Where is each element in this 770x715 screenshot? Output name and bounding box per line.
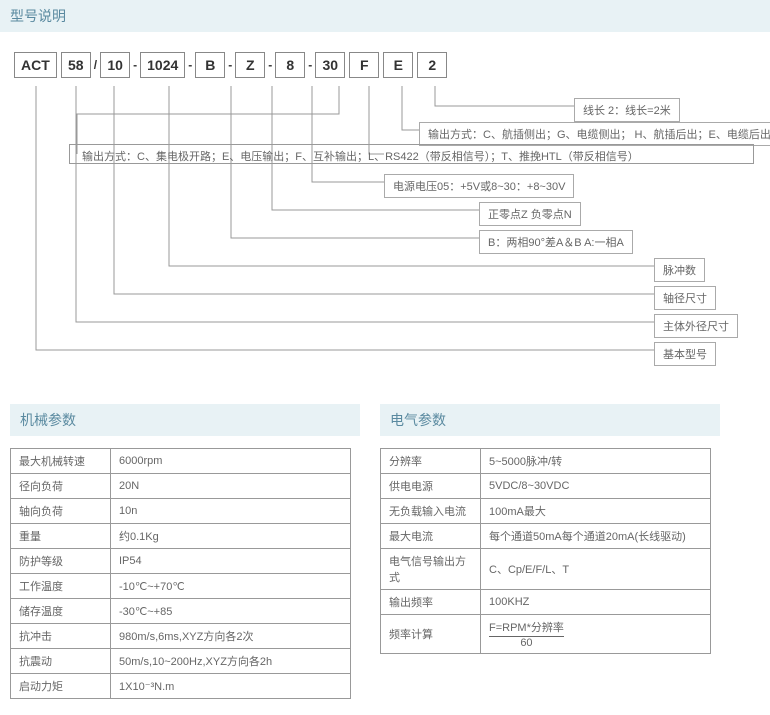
cell-k: 输出频率	[381, 590, 481, 615]
cell-k: 重量	[11, 524, 111, 549]
table-row: 抗震动50m/s,10~200Hz,XYZ方向各2h	[11, 649, 351, 674]
table-row: 轴向负荷10n	[11, 499, 351, 524]
table-row: 输出频率100KHZ	[381, 590, 711, 615]
mech-table: 最大机械转速6000rpm径向负荷20N轴向负荷10n重量约0.1Kg防护等级I…	[10, 448, 351, 699]
mech-group: 机械参数 最大机械转速6000rpm径向负荷20N轴向负荷10n重量约0.1Kg…	[10, 404, 360, 699]
cell-k: 频率计算	[381, 615, 481, 654]
table-row: 工作温度-10℃~+70℃	[11, 574, 351, 599]
cell-v: C、Cp/E/F/L、T	[481, 549, 711, 590]
table-row: 分辨率5~5000脉冲/转	[381, 449, 711, 474]
cell-v: -30℃~+85	[111, 599, 351, 624]
cell-v: 约0.1Kg	[111, 524, 351, 549]
cell-k: 无负载输入电流	[381, 499, 481, 524]
code-f: F	[349, 52, 379, 78]
sep: -	[130, 58, 140, 72]
code-30: 30	[315, 52, 345, 78]
code-2: 2	[417, 52, 447, 78]
model-code-row: ACT 58 / 10 - 1024 - B - Z - 8 - 30 F E …	[14, 52, 760, 78]
table-row: 频率计算F=RPM*分辨率60	[381, 615, 711, 654]
table-row: 抗冲击980m/s,6ms,XYZ方向各2次	[11, 624, 351, 649]
cell-v: 5~5000脉冲/转	[481, 449, 711, 474]
cell-v: 5VDC/8~30VDC	[481, 474, 711, 499]
label-body-dia: 主体外径尺寸	[654, 314, 738, 338]
cell-v: 1X10⁻³N.m	[111, 674, 351, 699]
label-line-len: 线长 2：线长=2米	[574, 98, 680, 122]
sep: -	[225, 58, 235, 72]
cell-k: 电气信号输出方式	[381, 549, 481, 590]
label-shaft: 轴径尺寸	[654, 286, 716, 310]
cell-v: 每个通道50mA每个通道20mA(长线驱动)	[481, 524, 711, 549]
sep: -	[305, 58, 315, 72]
label-base-model: 基本型号	[654, 342, 716, 366]
cell-v: 50m/s,10~200Hz,XYZ方向各2h	[111, 649, 351, 674]
code-b: B	[195, 52, 225, 78]
cell-k: 抗冲击	[11, 624, 111, 649]
cell-v: F=RPM*分辨率60	[481, 615, 711, 654]
label-pulse: 脉冲数	[654, 258, 705, 282]
cell-v: IP54	[111, 549, 351, 574]
table-row: 径向负荷20N	[11, 474, 351, 499]
elec-table: 分辨率5~5000脉冲/转供电电源5VDC/8~30VDC无负载输入电流100m…	[380, 448, 711, 654]
table-row: 无负载输入电流100mA最大	[381, 499, 711, 524]
cell-k: 轴向负荷	[11, 499, 111, 524]
code-act: ACT	[14, 52, 57, 78]
label-voltage: 电源电压05：+5V或8~30：+8~30V	[384, 174, 574, 198]
callout-diagram: 线长 2：线长=2米 输出方式：C、航插侧出；G、电缆侧出； H、航插后出；E、…	[14, 86, 760, 396]
table-row: 重量约0.1Kg	[11, 524, 351, 549]
cell-k: 抗震动	[11, 649, 111, 674]
cell-k: 供电电源	[381, 474, 481, 499]
cell-v: 10n	[111, 499, 351, 524]
code-1024: 1024	[140, 52, 185, 78]
cell-v: 100mA最大	[481, 499, 711, 524]
elec-title: 电气参数	[380, 404, 720, 436]
label-phase: B：两相90°差A＆B A:一相A	[479, 230, 633, 254]
cell-k: 最大电流	[381, 524, 481, 549]
model-title: 型号说明	[0, 0, 770, 32]
cell-v: 20N	[111, 474, 351, 499]
table-row: 防护等级IP54	[11, 549, 351, 574]
sep: /	[91, 58, 100, 72]
mech-title: 机械参数	[10, 404, 360, 436]
cell-v: 100KHZ	[481, 590, 711, 615]
cell-k: 工作温度	[11, 574, 111, 599]
cell-k: 最大机械转速	[11, 449, 111, 474]
table-row: 最大机械转速6000rpm	[11, 449, 351, 474]
cell-v: 980m/s,6ms,XYZ方向各2次	[111, 624, 351, 649]
cell-v: 6000rpm	[111, 449, 351, 474]
table-row: 启动力矩1X10⁻³N.m	[11, 674, 351, 699]
code-58: 58	[61, 52, 91, 78]
model-content: ACT 58 / 10 - 1024 - B - Z - 8 - 30 F E …	[0, 44, 770, 404]
code-z: Z	[235, 52, 265, 78]
cell-k: 防护等级	[11, 549, 111, 574]
table-row: 电气信号输出方式C、Cp/E/F/L、T	[381, 549, 711, 590]
cell-k: 径向负荷	[11, 474, 111, 499]
code-e: E	[383, 52, 413, 78]
cell-k: 分辨率	[381, 449, 481, 474]
code-10: 10	[100, 52, 130, 78]
table-row: 储存温度-30℃~+85	[11, 599, 351, 624]
cell-v: -10℃~+70℃	[111, 574, 351, 599]
label-output-conn: 输出方式：C、航插侧出；G、电缆侧出； H、航插后出；E、电缆后出	[419, 122, 770, 146]
cell-k: 启动力矩	[11, 674, 111, 699]
sep: -	[185, 58, 195, 72]
code-8: 8	[275, 52, 305, 78]
cell-k: 储存温度	[11, 599, 111, 624]
tables-row: 机械参数 最大机械转速6000rpm径向负荷20N轴向负荷10n重量约0.1Kg…	[0, 404, 770, 699]
label-zero: 正零点Z 负零点N	[479, 202, 581, 226]
elec-group: 电气参数 分辨率5~5000脉冲/转供电电源5VDC/8~30VDC无负载输入电…	[380, 404, 720, 699]
table-row: 最大电流每个通道50mA每个通道20mA(长线驱动)	[381, 524, 711, 549]
sep: -	[265, 58, 275, 72]
table-row: 供电电源5VDC/8~30VDC	[381, 474, 711, 499]
